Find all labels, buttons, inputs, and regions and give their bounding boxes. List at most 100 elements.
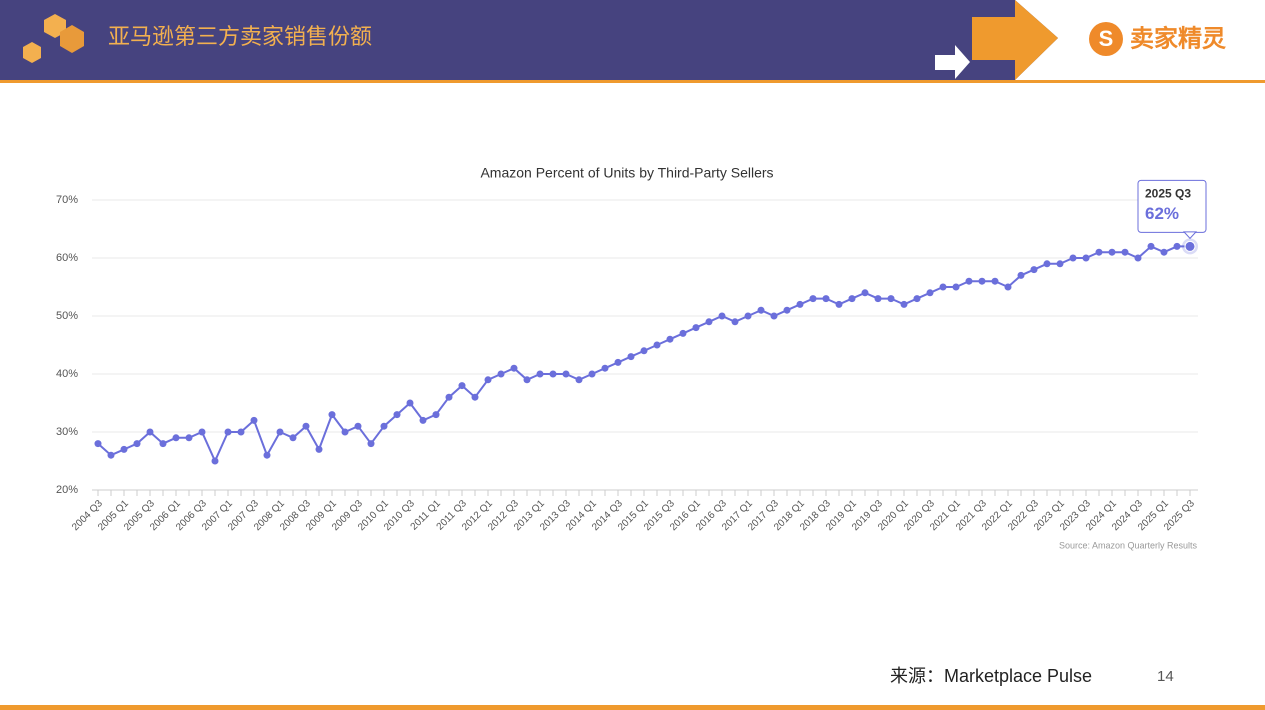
point <box>887 295 895 303</box>
point <box>848 295 856 303</box>
point <box>679 329 687 337</box>
point <box>419 416 427 424</box>
point <box>315 445 323 453</box>
point <box>302 422 310 430</box>
y-tick-label: 70% <box>56 194 78 206</box>
point <box>991 277 999 285</box>
point <box>250 416 258 424</box>
chart-title: Amazon Percent of Units by Third-Party S… <box>480 165 773 181</box>
point <box>354 422 362 430</box>
point <box>757 306 765 314</box>
tooltip-pointer <box>1182 231 1198 240</box>
point <box>653 341 661 349</box>
hexagon <box>23 42 41 63</box>
point <box>796 300 804 308</box>
point <box>835 300 843 308</box>
point <box>861 289 869 297</box>
point <box>783 306 791 314</box>
header-rule <box>0 80 1265 83</box>
point <box>510 364 518 372</box>
point <box>406 399 414 407</box>
point <box>341 428 349 436</box>
point <box>289 434 297 442</box>
point <box>965 277 973 285</box>
point <box>1160 248 1168 256</box>
point <box>185 434 193 442</box>
point <box>913 295 921 303</box>
header-title: 亚马逊第三方卖家销售份额 <box>108 24 372 49</box>
point <box>107 451 115 459</box>
point <box>809 295 817 303</box>
point <box>640 347 648 355</box>
logo-mark: S <box>1099 26 1114 51</box>
point <box>549 370 557 378</box>
point <box>1030 266 1038 274</box>
point <box>1121 248 1129 256</box>
tooltip-title: 2025 Q3 <box>1145 187 1191 201</box>
point <box>770 312 778 320</box>
y-tick-label: 20% <box>56 484 78 496</box>
y-tick-label: 30% <box>56 426 78 438</box>
point <box>1095 248 1103 256</box>
point <box>718 312 726 320</box>
point <box>1173 242 1181 250</box>
point <box>1056 260 1064 268</box>
point <box>159 440 167 448</box>
tooltip-value: 62% <box>1145 204 1179 223</box>
point <box>211 457 219 465</box>
page-number: 14 <box>1157 668 1174 685</box>
point <box>380 422 388 430</box>
point <box>1017 271 1025 279</box>
point <box>692 324 700 332</box>
logo-text: 卖家精灵 <box>1130 24 1226 52</box>
point <box>1184 240 1196 252</box>
point <box>172 434 180 442</box>
point <box>588 370 596 378</box>
point <box>978 277 986 285</box>
point <box>952 283 960 291</box>
point <box>1043 260 1051 268</box>
point <box>432 411 440 419</box>
point <box>484 376 492 384</box>
point <box>328 411 336 419</box>
footer-source: 来源：Marketplace Pulse <box>890 666 1092 686</box>
point <box>1069 254 1077 262</box>
point <box>1147 242 1155 250</box>
point <box>627 353 635 361</box>
point <box>900 300 908 308</box>
point <box>276 428 284 436</box>
point <box>744 312 752 320</box>
point <box>731 318 739 326</box>
orange-arrow <box>972 0 1058 80</box>
point <box>614 358 622 366</box>
point <box>237 428 245 436</box>
point <box>926 289 934 297</box>
white-arrow <box>935 45 970 79</box>
point <box>874 295 882 303</box>
point <box>536 370 544 378</box>
header-white <box>1015 0 1265 80</box>
point <box>497 370 505 378</box>
point <box>198 428 206 436</box>
point <box>666 335 674 343</box>
point <box>575 376 583 384</box>
point <box>224 428 232 436</box>
point <box>601 364 609 372</box>
point <box>120 445 128 453</box>
y-tick-label: 40% <box>56 368 78 380</box>
point <box>94 440 102 448</box>
y-tick-label: 60% <box>56 252 78 264</box>
point <box>939 283 947 291</box>
logo-icon <box>1089 22 1123 56</box>
point <box>393 411 401 419</box>
point <box>1134 254 1142 262</box>
footer-rule <box>0 705 1265 710</box>
point <box>822 295 830 303</box>
point <box>471 393 479 401</box>
point <box>705 318 713 326</box>
point <box>263 451 271 459</box>
chart-source: Source: Amazon Quarterly Results <box>1059 540 1198 550</box>
point <box>133 440 141 448</box>
point <box>367 440 375 448</box>
